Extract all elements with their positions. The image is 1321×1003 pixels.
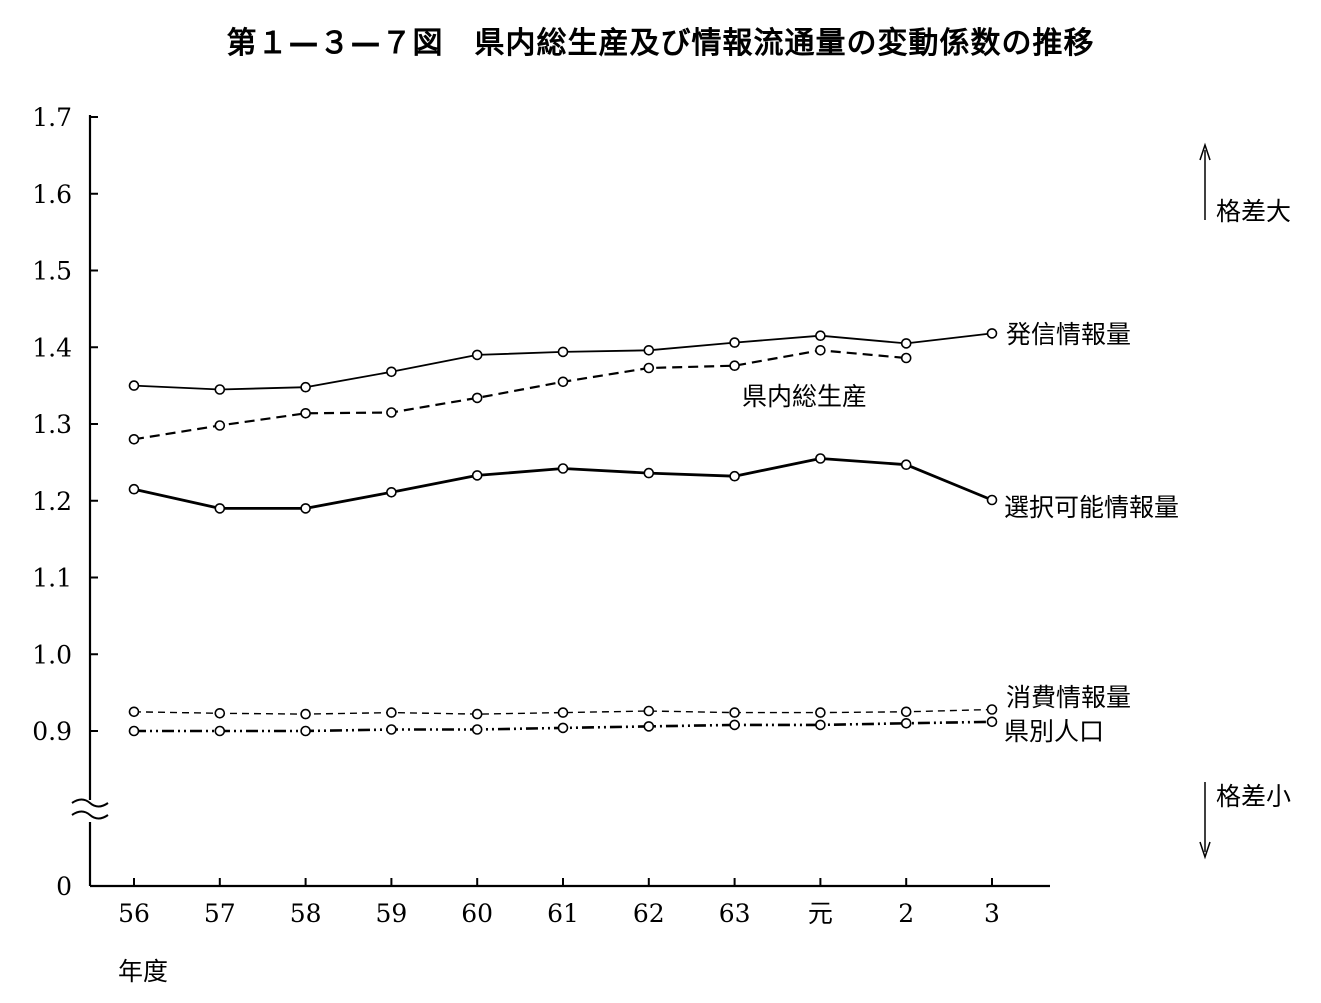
data-point <box>643 344 655 356</box>
x-tick-label: 60 <box>461 899 493 928</box>
down-arrow-icon <box>1199 841 1211 860</box>
y-tick-label: 0.9 <box>32 717 72 746</box>
data-point <box>986 704 998 715</box>
x-axis-ticks: 56 57 58 59 60 61 62 63 元 2 3 <box>118 878 1000 928</box>
up-arrow-icon <box>1199 142 1211 161</box>
x-axis-title: 年度 <box>118 957 168 986</box>
data-point <box>300 381 311 393</box>
data-point <box>986 328 998 339</box>
x-tick-label: 58 <box>290 899 322 928</box>
x-tick-label: 3 <box>984 899 1000 928</box>
data-point <box>300 407 311 419</box>
x-tick-label: 62 <box>633 899 665 928</box>
data-point <box>900 459 912 471</box>
x-tick-label: 63 <box>719 899 751 928</box>
series-line <box>133 349 907 441</box>
data-point <box>128 483 140 495</box>
data-point <box>386 724 397 735</box>
y-tick-label: 1.2 <box>32 487 72 516</box>
annotation-down: 格差小 <box>1199 782 1291 860</box>
series-label: 県内総生産 <box>742 382 867 411</box>
data-point <box>815 707 826 718</box>
data-point <box>471 349 483 361</box>
data-point <box>214 384 226 395</box>
data-point <box>557 376 569 388</box>
y-axis-ticks: 1.7 1.6 1.5 1.4 1.3 1.2 1.1 1.0 0.9 0 <box>32 103 98 901</box>
y-tick-label: 1.4 <box>32 333 72 362</box>
x-tick-label: 57 <box>204 899 236 928</box>
chart-title: 第１—３—７図 県内総生産及び情報流通量の変動係数の推移 <box>226 26 1095 61</box>
data-point <box>986 494 998 506</box>
data-point <box>986 716 998 728</box>
y-tick-label: 1.7 <box>32 103 72 132</box>
data-point <box>643 721 655 732</box>
data-point <box>729 337 740 348</box>
data-point <box>214 725 226 737</box>
annotation-up: 格差大 <box>1199 142 1291 226</box>
series-label: 消費情報量 <box>1006 683 1131 712</box>
data-point <box>386 707 397 718</box>
chart-axes <box>71 115 1050 888</box>
x-tick-label: 61 <box>547 899 579 928</box>
data-point <box>815 719 826 731</box>
data-point <box>643 362 655 374</box>
series-label: 県別人口 <box>1004 717 1104 746</box>
data-point <box>557 346 569 358</box>
data-point <box>128 706 140 718</box>
data-point <box>300 503 311 514</box>
data-point <box>300 725 311 737</box>
y-tick-label: 1.1 <box>32 564 72 593</box>
data-point <box>128 433 140 445</box>
x-tick-label: 2 <box>898 899 914 928</box>
data-point <box>557 722 569 734</box>
data-point <box>815 344 826 356</box>
data-point <box>900 706 912 718</box>
y-tick-label: 1.5 <box>32 257 72 286</box>
data-point <box>214 707 226 719</box>
data-point <box>300 708 311 720</box>
data-point <box>900 717 912 729</box>
data-point <box>900 352 912 364</box>
annotation-down-label: 格差小 <box>1216 782 1291 811</box>
data-point <box>214 420 226 431</box>
series-label: 選択可能情報量 <box>1004 493 1179 522</box>
data-point <box>471 392 483 404</box>
data-point <box>557 463 569 474</box>
x-tick-label: 元 <box>808 899 833 928</box>
data-point <box>815 330 826 342</box>
data-point <box>729 719 740 731</box>
data-point <box>214 503 226 514</box>
y-tick-label: 1.6 <box>32 180 72 209</box>
y-tick-label: 0 <box>56 872 72 901</box>
data-point <box>557 707 569 718</box>
data-point <box>128 380 140 391</box>
data-point <box>386 407 397 418</box>
data-point <box>386 486 397 498</box>
data-point <box>128 725 140 737</box>
data-point <box>471 708 483 720</box>
x-tick-label: 56 <box>118 899 150 928</box>
data-point <box>643 705 655 717</box>
axis-break-mark <box>71 798 109 820</box>
data-point <box>900 338 912 349</box>
x-tick-label: 59 <box>375 899 407 928</box>
data-point <box>815 453 826 464</box>
data-point <box>471 724 483 735</box>
data-point <box>386 366 397 378</box>
data-point <box>729 707 740 718</box>
series-points <box>128 328 998 737</box>
series-label: 発信情報量 <box>1006 320 1131 349</box>
y-tick-label: 1.0 <box>32 640 72 669</box>
data-point <box>729 360 740 372</box>
annotation-up-label: 格差大 <box>1216 197 1291 226</box>
data-point <box>729 470 740 482</box>
data-point <box>643 467 655 479</box>
y-tick-label: 1.3 <box>32 410 72 439</box>
data-point <box>471 470 483 481</box>
